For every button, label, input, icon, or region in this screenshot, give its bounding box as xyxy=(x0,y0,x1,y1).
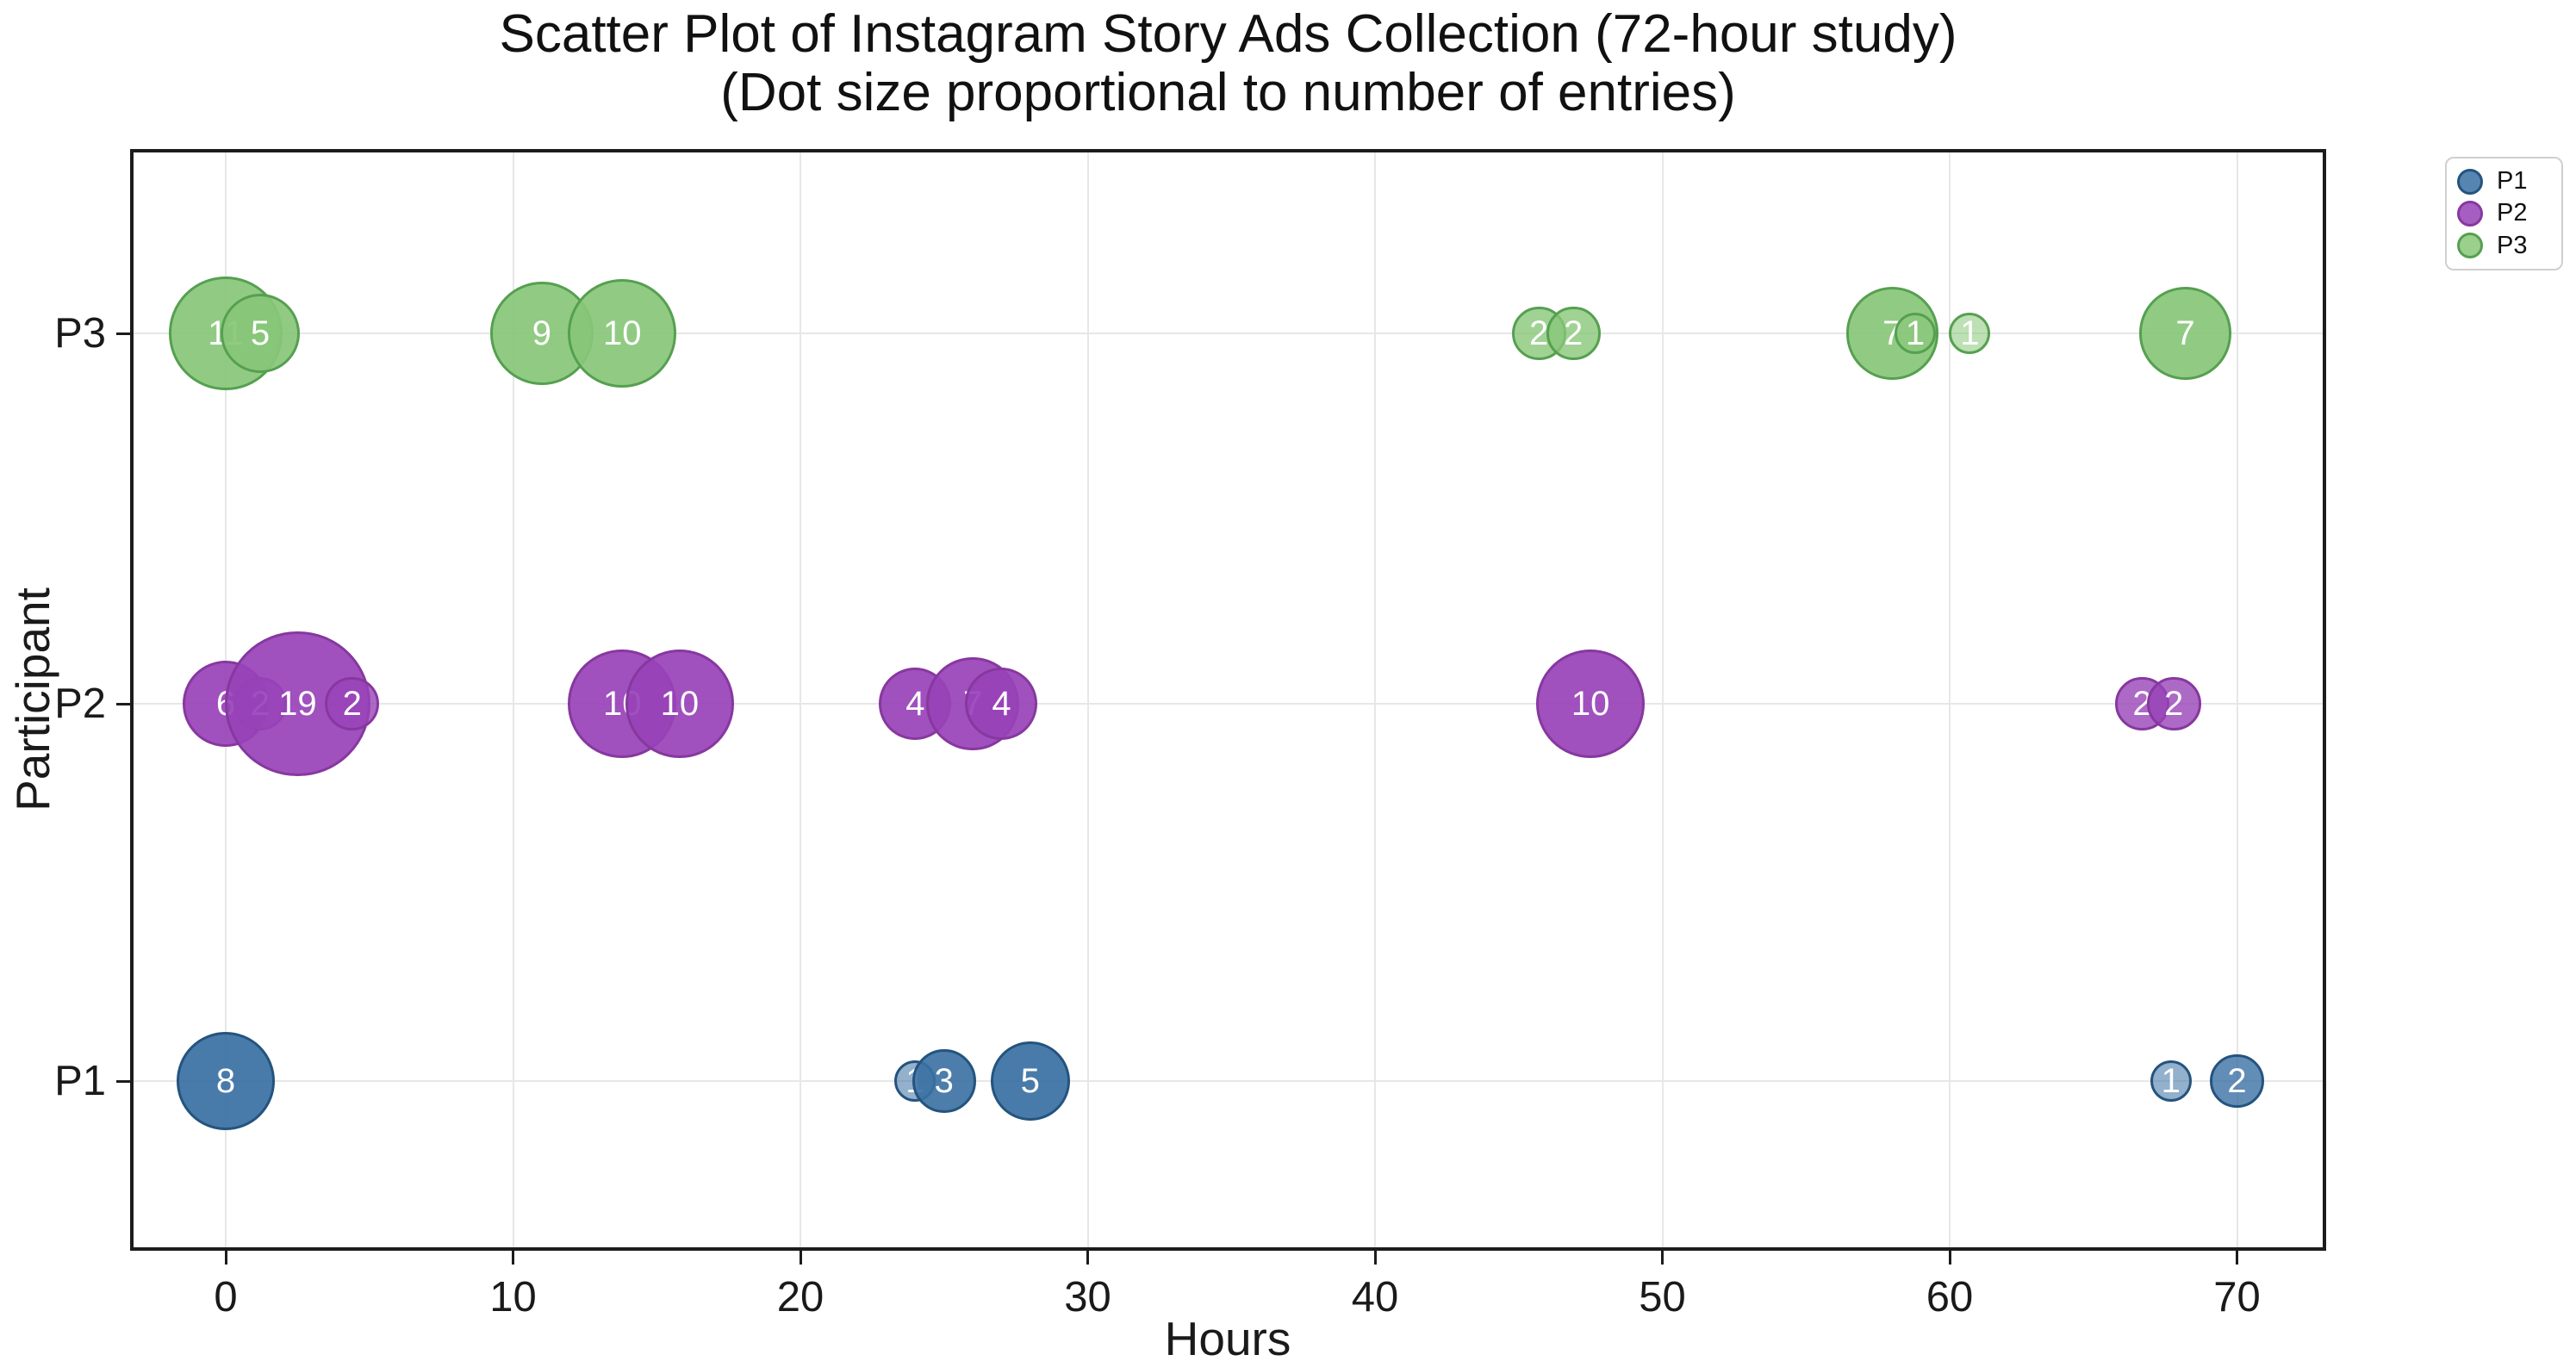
x-tick-label: 70 xyxy=(2213,1274,2261,1321)
p3-marker-icon xyxy=(2457,233,2483,259)
legend-row-p3: P3 xyxy=(2457,232,2551,260)
x-tick-label: 30 xyxy=(1064,1274,1111,1321)
bubble-entries-label: 1 xyxy=(1905,314,1926,352)
x-tick-mark xyxy=(799,1251,802,1265)
gridline-vertical xyxy=(1661,152,1664,1247)
plot-area xyxy=(130,149,2326,1251)
x-tick-mark xyxy=(224,1251,227,1265)
bubble-p3: 2 xyxy=(1546,306,1601,361)
bubble-p1: 3 xyxy=(912,1048,976,1114)
x-tick-label: 0 xyxy=(214,1274,238,1321)
bubble-entries-label: 2 xyxy=(2164,684,2184,723)
gridline-vertical xyxy=(1949,152,1951,1247)
bubble-entries-label: 5 xyxy=(1020,1061,1040,1100)
bubble-entries-label: 1 xyxy=(2161,1062,2181,1100)
x-tick-mark xyxy=(1373,1251,1377,1265)
x-tick-label: 50 xyxy=(1639,1274,1686,1321)
p1-marker-icon xyxy=(2457,168,2483,195)
gridline-horizontal xyxy=(134,703,2323,705)
bubble-p2: 4 xyxy=(965,668,1038,740)
x-tick-mark xyxy=(1086,1251,1089,1265)
x-tick-mark xyxy=(1948,1251,1951,1265)
x-tick-label: 10 xyxy=(489,1274,537,1321)
bubble-entries-label: 7 xyxy=(2175,314,2195,352)
bubble-entries-label: 2 xyxy=(1528,314,1549,352)
bubble-entries-label: 2 xyxy=(342,684,362,723)
x-tick-mark xyxy=(1661,1251,1664,1265)
bubble-entries-label: 3 xyxy=(934,1061,954,1100)
legend-label-p3: P3 xyxy=(2497,231,2528,259)
bubble-p3: 10 xyxy=(568,279,677,388)
bubble-entries-label: 4 xyxy=(992,685,1011,723)
gridline-horizontal xyxy=(134,332,2323,334)
y-tick-mark xyxy=(116,1079,130,1083)
chart-title: Scatter Plot of Instagram Story Ads Coll… xyxy=(499,4,1957,64)
bubble-entries-label: 19 xyxy=(278,684,317,723)
bubble-p3: 1 xyxy=(1949,313,1991,354)
chart-subtitle: (Dot size proportional to number of entr… xyxy=(720,63,1736,123)
bubble-entries-label: 2 xyxy=(2227,1061,2247,1100)
x-tick-label: 60 xyxy=(1926,1274,1974,1321)
gridline-vertical xyxy=(1374,152,1376,1247)
x-tick-mark xyxy=(512,1251,514,1265)
legend: P1 P2 P3 xyxy=(2445,157,2563,270)
gridline-vertical xyxy=(1086,152,1089,1247)
bubble-entries-label: 5 xyxy=(250,314,271,352)
bubble-p3: 5 xyxy=(220,293,301,374)
p2-marker-icon xyxy=(2457,200,2483,227)
bubble-entries-label: 1 xyxy=(1960,314,1980,352)
bubble-entries-label: 2 xyxy=(2132,684,2152,723)
legend-row-p1: P1 xyxy=(2457,167,2551,196)
x-tick-label: 20 xyxy=(776,1274,824,1321)
bubble-p1: 8 xyxy=(177,1032,275,1130)
bubble-entries-label: 8 xyxy=(215,1061,236,1100)
legend-label-p1: P1 xyxy=(2497,167,2528,196)
gridline-horizontal xyxy=(134,1080,2323,1082)
bubble-p1: 5 xyxy=(990,1041,1071,1122)
bubble-p1: 2 xyxy=(2210,1053,2264,1109)
x-tick-label: 40 xyxy=(1351,1274,1399,1321)
bubble-entries-label: 10 xyxy=(602,314,642,352)
x-tick-mark xyxy=(2236,1251,2238,1265)
y-axis-title: Participant xyxy=(6,587,59,811)
legend-row-p2: P2 xyxy=(2457,199,2551,227)
legend-label-p2: P2 xyxy=(2497,199,2528,227)
gridline-vertical xyxy=(512,152,514,1247)
bubble-p3: 7 xyxy=(2138,287,2232,380)
bubble-entries-label: 2 xyxy=(1563,314,1584,352)
y-tick-label-p3: P3 xyxy=(54,310,106,357)
bubble-p2: 10 xyxy=(1536,649,1646,758)
bubble-p2: 2 xyxy=(325,676,380,731)
bubble-entries-label: 10 xyxy=(1571,684,1610,723)
x-axis-title: Hours xyxy=(1164,1312,1291,1361)
bubble-p2: 10 xyxy=(625,649,734,758)
y-tick-mark xyxy=(116,332,130,335)
y-tick-mark xyxy=(116,702,130,705)
bubble-p2: 2 xyxy=(2146,676,2201,731)
bubble-entries-label: 9 xyxy=(532,314,551,352)
bubble-p1: 1 xyxy=(2150,1060,2192,1102)
bubble-entries-label: 10 xyxy=(660,684,700,723)
y-tick-label-p2: P2 xyxy=(54,680,106,727)
chart-title-block: Scatter Plot of Instagram Story Ads Coll… xyxy=(130,4,2326,123)
bubble-entries-label: 4 xyxy=(905,685,925,723)
gridline-vertical xyxy=(2236,152,2238,1247)
gridline-vertical xyxy=(800,152,801,1247)
y-tick-label-p1: P1 xyxy=(54,1058,106,1104)
bubble-p3: 1 xyxy=(1894,313,1936,354)
